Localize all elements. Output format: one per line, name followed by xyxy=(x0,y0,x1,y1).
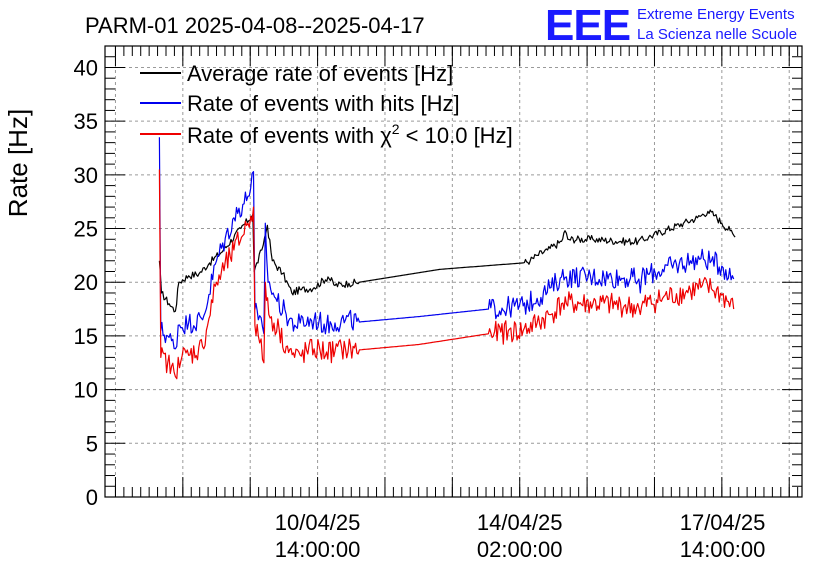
x-tick-label-date: 10/04/25 xyxy=(275,510,361,535)
eee-logo: EEE Extreme Energy Events La Scienza nel… xyxy=(545,1,797,50)
y-tick-label: 25 xyxy=(74,217,98,242)
x-tick-labels: 10/04/2514:00:0014/04/2502:00:0017/04/25… xyxy=(275,510,766,562)
legend-label-chi2: Rate of events with χ2 < 10.0 [Hz] xyxy=(187,121,513,148)
y-tick-label: 35 xyxy=(74,109,98,134)
legend-label-chi2-main: Rate of events with χ xyxy=(187,123,392,148)
chart-title: PARM-01 2025-04-08--2025-04-17 xyxy=(85,13,425,38)
y-tick-label: 0 xyxy=(86,485,98,510)
grid-lines xyxy=(105,46,802,497)
series-line-1 xyxy=(158,137,735,350)
y-tick-label: 30 xyxy=(74,163,98,188)
legend-label-chi2-sup: 2 xyxy=(392,121,400,137)
x-tick-label-date: 14/04/25 xyxy=(477,510,563,535)
axis-ticks xyxy=(105,45,802,498)
legend-entry-hits: Rate of events with hits [Hz] xyxy=(140,91,460,116)
legend-label-chi2-rest: < 10.0 [Hz] xyxy=(400,123,513,148)
y-tick-label: 5 xyxy=(86,431,98,456)
y-tick-label: 15 xyxy=(74,324,98,349)
logo-text: EEE xyxy=(545,1,630,50)
series-line-0 xyxy=(158,209,736,313)
y-tick-label: 40 xyxy=(74,55,98,80)
x-tick-label-time: 02:00:00 xyxy=(477,537,563,562)
legend-entry-average: Average rate of events [Hz] xyxy=(140,61,453,86)
legend-label-average: Average rate of events [Hz] xyxy=(187,61,453,86)
y-tick-label: 10 xyxy=(74,378,98,403)
x-tick-label-date: 17/04/25 xyxy=(680,510,766,535)
legend-label-hits: Rate of events with hits [Hz] xyxy=(187,91,460,116)
logo-line-2: La Scienza nelle Scuole xyxy=(637,26,797,43)
x-tick-label-time: 14:00:00 xyxy=(680,537,766,562)
series-line-2 xyxy=(158,169,735,380)
legend: Average rate of events [Hz] Rate of even… xyxy=(140,61,513,148)
legend-entry-chi2: Rate of events with χ2 < 10.0 [Hz] xyxy=(140,121,513,148)
y-tick-label: 20 xyxy=(74,270,98,295)
series-lines xyxy=(158,137,736,380)
x-tick-label-time: 14:00:00 xyxy=(275,537,361,562)
logo-line-1: Extreme Energy Events xyxy=(637,6,795,23)
y-axis-label: Rate [Hz] xyxy=(3,109,33,217)
y-tick-labels: 0 5 10 15 20 25 30 35 40 xyxy=(74,55,98,510)
